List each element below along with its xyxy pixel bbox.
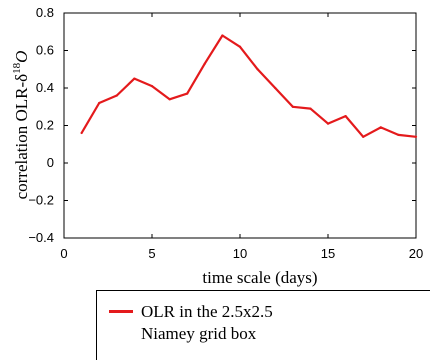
y-tick-label: 0.8 [36,5,54,20]
data-point [133,77,136,80]
x-ticks: 0 5 10 15 20 [60,13,423,261]
data-point [203,62,206,65]
data-point [80,131,83,135]
y-axis-title-main: correlation OLR-δ [12,74,31,200]
x-tick-label: 20 [409,246,423,261]
y-axis-title: correlation OLR-δ18O [11,51,31,200]
series-layer [80,34,418,138]
data-point [379,126,382,129]
legend-swatch [109,310,133,313]
legend-label-line-1: OLR in the 2.5x2.5 [141,302,273,321]
y-axis-title-tail: O [12,51,31,63]
y-tick-label: 0.2 [36,118,54,133]
x-tick-label: 10 [233,246,247,261]
data-point [362,135,365,138]
x-tick-label: 15 [321,246,335,261]
x-tick-label: 0 [60,246,67,261]
data-point [291,105,294,108]
data-point [309,107,312,110]
y-axis-title-sup: 18 [11,62,23,74]
y-tick-label: 0 [47,155,54,170]
data-point [344,115,347,118]
data-point [98,101,101,105]
data-point [115,94,118,97]
data-point [326,122,330,125]
data-point [274,86,277,90]
series-line [80,34,417,138]
legend-label: OLR in the 2.5x2.5 Niamey grid box [141,301,341,345]
y-tick-label: −0.4 [28,230,54,245]
y-tick-label: 0.4 [36,80,54,95]
data-point [238,45,242,48]
x-tick-label: 5 [148,246,155,261]
legend-label-line-2: Niamey grid box [141,324,257,343]
data-point [256,68,259,71]
data-point [150,85,154,88]
data-point [168,98,171,101]
x-axis-title: time scale (days) [202,268,317,287]
data-point [397,133,400,136]
data-point [414,135,418,138]
y-ticks: −0.4 −0.2 0 0.2 0.4 0.6 0.8 [28,5,416,245]
plot-area [63,12,417,239]
data-point [186,92,189,95]
y-tick-label: 0.6 [36,43,54,58]
data-point [221,34,224,37]
y-tick-label: −0.2 [28,193,54,208]
legend: OLR in the 2.5x2.5 Niamey grid box [96,290,430,360]
